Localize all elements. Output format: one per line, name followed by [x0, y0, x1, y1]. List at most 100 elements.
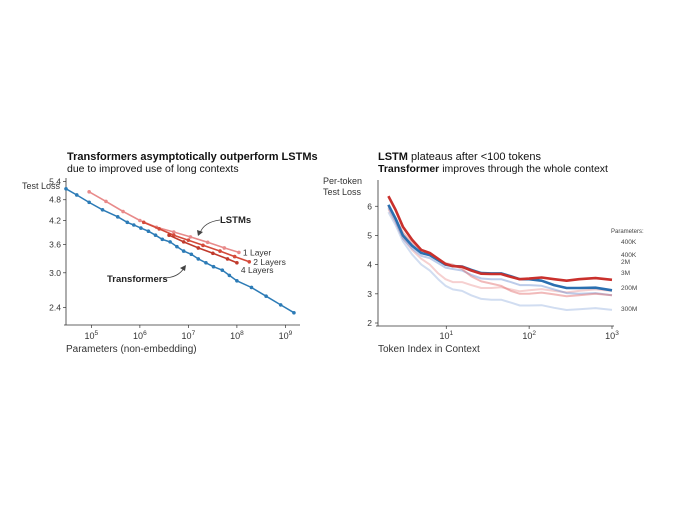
lstm-annotation: LSTMs: [220, 215, 251, 226]
left-series-label: 4 Layers: [241, 265, 274, 275]
right-series-line: [387, 207, 613, 297]
left-series-point: [104, 199, 108, 204]
left-series-point: [225, 257, 230, 261]
left-y-tick-label: 3.6: [49, 239, 61, 249]
left-series-point: [237, 250, 241, 255]
left-series-point: [100, 207, 105, 212]
left-series-point: [160, 237, 165, 242]
left-series-line: [88, 191, 240, 254]
left-series-point: [264, 294, 268, 299]
right-x-tick-label: 103: [605, 330, 619, 341]
left-series-point: [196, 246, 201, 250]
left-series-point: [205, 240, 210, 245]
lstm-annotation-arrow: [199, 219, 221, 234]
left-series-label: 1 Layer: [243, 247, 272, 257]
left-series-point: [204, 260, 208, 265]
left-series-point: [125, 220, 130, 225]
left-series-point: [64, 187, 68, 191]
left-series-label: 2 Layers: [253, 257, 286, 267]
left-series-point: [249, 285, 254, 290]
right-chart-subtitle: Transformer improves through the whole c…: [378, 163, 608, 175]
right-series-end-label: 2M: [621, 259, 630, 266]
right-y-tick-label: 6: [367, 201, 372, 211]
left-y-tick-label: 3.0: [49, 268, 61, 278]
left-series-point: [232, 254, 237, 259]
left-x-tick-label: 109: [279, 330, 293, 341]
right-chart-title: LSTM plateaus after <100 tokens: [378, 151, 541, 163]
right-x-tick-label: 102: [522, 330, 536, 341]
left-series-point: [138, 218, 142, 223]
right-series-end-label: 200M: [621, 285, 637, 292]
left-series-point: [218, 249, 222, 253]
left-series-point: [188, 235, 193, 239]
left-y-tick-label: 2.4: [49, 302, 61, 312]
right-subtitle-bold: Transformer: [378, 163, 439, 175]
left-y-tick-label: 5.4: [49, 176, 61, 186]
left-series-point: [211, 264, 216, 269]
left-x-tick-label: 106: [133, 330, 147, 341]
left-series-point: [181, 249, 186, 253]
left-series-point: [201, 243, 205, 248]
right-title-bold: LSTM: [378, 151, 408, 163]
left-series-line: [143, 221, 250, 263]
left-series-point: [141, 220, 146, 225]
right-series-line: [387, 211, 613, 311]
left-series-point: [235, 260, 239, 265]
left-series-point: [132, 223, 136, 227]
right-series-end-label: 3M: [621, 270, 630, 277]
left-series-point: [115, 215, 120, 219]
right-series-line: [387, 204, 613, 292]
left-series-point: [278, 303, 283, 307]
left-series-point: [196, 257, 201, 261]
left-plot-area: 2.4 3.0 3.6 4.2 4.8 5.4 105 106 107 108 109 1 Layer…: [49, 176, 300, 341]
left-series-point: [189, 252, 194, 257]
left-series-point: [121, 209, 125, 214]
left-series-point: [227, 273, 232, 278]
left-series-point: [74, 193, 79, 197]
left-series-point: [220, 268, 225, 273]
transformer-annotation: Transformers: [107, 274, 168, 285]
left-series-point: [171, 230, 176, 234]
right-series-end-label: 400K: [621, 239, 637, 246]
left-chart-title: Transformers asymptotically outperform L…: [67, 151, 318, 163]
left-x-axis-label: Parameters (non-embedding): [66, 344, 197, 355]
left-series-point: [87, 200, 91, 205]
right-series-line: [387, 195, 613, 283]
left-series-point: [181, 240, 186, 244]
left-series-point: [139, 226, 143, 230]
left-series-point: [186, 238, 191, 242]
left-x-tick-label: 108: [230, 330, 244, 341]
left-y-tick-label: 4.8: [49, 195, 61, 205]
right-y-tick-label: 5: [367, 230, 372, 240]
left-series-point: [235, 278, 239, 283]
left-series-point: [146, 229, 151, 234]
right-y-tick-label: 4: [367, 260, 372, 270]
right-y-tick-label: 3: [367, 289, 372, 299]
right-x-axis-label: Token Index in Context: [378, 344, 480, 355]
left-series-point: [211, 251, 215, 256]
left-series-point: [175, 244, 179, 249]
left-y-axis-label: Test Loss: [22, 181, 61, 191]
right-series-line: [387, 208, 613, 294]
right-series-end-label: 300M: [621, 306, 637, 313]
right-y-axis-label-line1: Per-token: [323, 176, 362, 186]
left-series-point: [167, 233, 171, 238]
left-chart-subtitle: due to improved use of long contexts: [67, 163, 239, 175]
right-legend-title: Parameters:: [611, 229, 644, 235]
right-title-rest: plateaus after <100 tokens: [408, 151, 542, 163]
left-series-point: [157, 227, 161, 231]
right-y-tick-label: 2: [367, 318, 372, 328]
right-y-axis-label-line2: Test Loss: [323, 187, 362, 197]
left-series-point: [222, 246, 227, 250]
left-series-point: [168, 240, 172, 244]
right-x-tick-label: 101: [439, 330, 453, 341]
left-series-point: [247, 259, 252, 264]
lstm-annotation-arrowhead: [197, 230, 203, 236]
left-series-point: [87, 190, 91, 194]
left-y-tick-label: 4.2: [49, 215, 61, 225]
right-series-end-label: 400K: [621, 252, 637, 259]
right-subtitle-rest: improves through the whole context: [439, 163, 608, 175]
left-x-tick-label: 107: [182, 330, 196, 341]
